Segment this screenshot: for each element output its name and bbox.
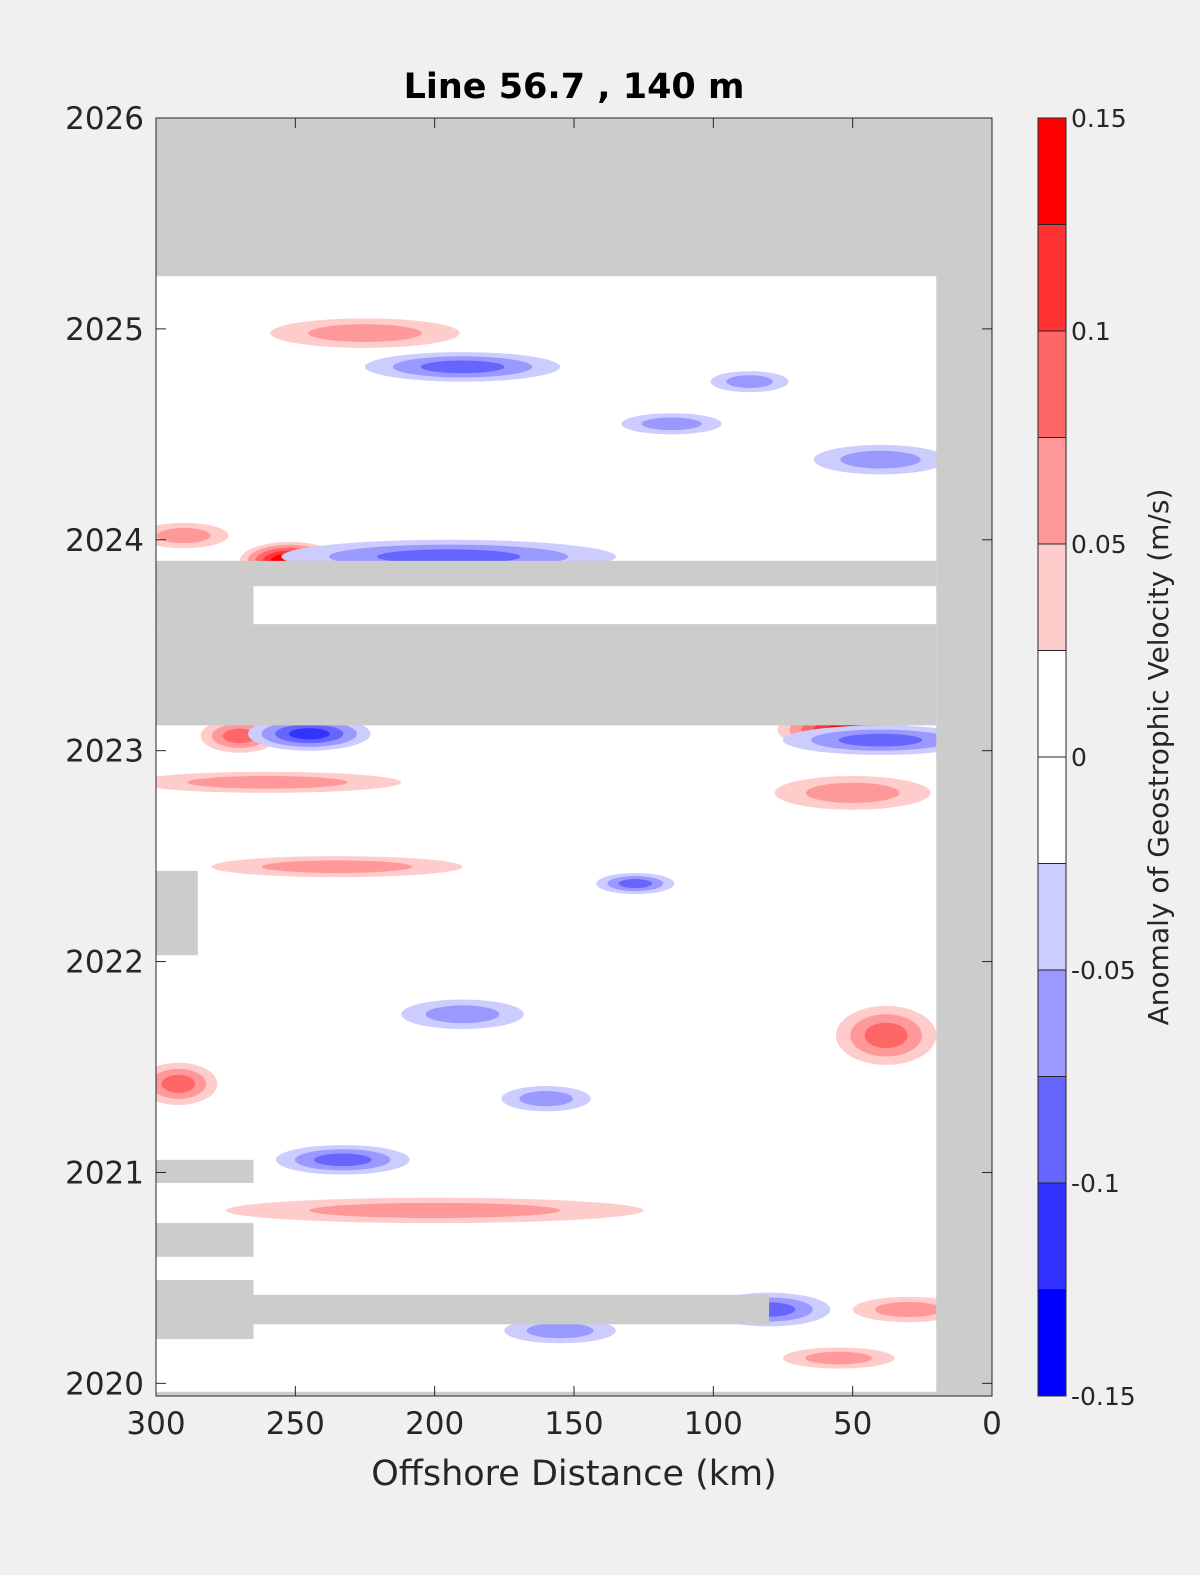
missing-data-mask: [156, 118, 992, 1396]
positive-anomaly-contour: [864, 1022, 908, 1049]
positive-anomaly-contour: [308, 324, 422, 342]
negative-anomaly-contour: [420, 360, 505, 374]
missing-data-region: [156, 1391, 937, 1396]
colorbar-segment: [1038, 970, 1066, 1077]
colorbar-segment: [1038, 1183, 1066, 1290]
x-tick-label: 0: [982, 1406, 1002, 1442]
positive-anomaly-contour: [261, 860, 413, 873]
colorbar-tick-label: -0.1: [1071, 1169, 1120, 1198]
colorbar-segment: [1038, 437, 1066, 544]
negative-anomaly-contour: [376, 549, 521, 564]
colorbar-segment: [1038, 118, 1066, 225]
y-tick-label: 2026: [65, 101, 144, 137]
colorbar-segment: [1038, 1076, 1066, 1183]
negative-anomaly-contour: [641, 417, 702, 431]
positive-anomaly-contour: [309, 1202, 561, 1219]
negative-anomaly-contour: [314, 1153, 372, 1167]
negative-anomaly-contour: [838, 733, 923, 747]
colorbar-tick-label: 0: [1071, 743, 1087, 772]
y-axis: 2020 2021 2022 2023 2024 2025 2026: [65, 101, 992, 1402]
positive-anomaly-contour: [187, 775, 348, 789]
colorbar-segment: [1038, 1289, 1066, 1396]
colorbar-tick-label: 0.1: [1071, 317, 1111, 346]
x-tick-label: 100: [684, 1406, 743, 1442]
negative-anomaly-contour: [618, 879, 653, 889]
missing-data-region: [156, 1159, 254, 1183]
colorbar-tick-label: -0.15: [1071, 1382, 1136, 1411]
colorbar-tick-label: 0.15: [1071, 104, 1127, 133]
negative-anomaly-contour: [288, 728, 330, 740]
x-tick-label: 300: [126, 1406, 185, 1442]
colorbar-frame: [1037, 117, 1067, 1397]
missing-data-region: [156, 870, 198, 956]
x-tick-label: 250: [266, 1406, 325, 1442]
colorbar-segment: [1038, 863, 1066, 970]
positive-anomaly-contour: [222, 728, 257, 744]
x-axis: 300 250 200 150 100 50 0: [126, 118, 1002, 1442]
colorbar-segment: [1038, 331, 1066, 438]
y-tick-label: 2022: [65, 945, 144, 981]
colorbar-segment: [1038, 650, 1066, 757]
negative-anomaly-contour: [425, 1005, 500, 1024]
y-tick-label: 2021: [65, 1155, 144, 1191]
positive-anomaly-contour: [805, 782, 900, 803]
y-tick-label: 2024: [65, 523, 144, 559]
colorbar-tick-label: -0.05: [1071, 956, 1136, 985]
y-tick-label: 2020: [65, 1366, 144, 1402]
missing-data-region: [156, 1280, 254, 1340]
positive-anomaly-contour: [161, 1074, 196, 1093]
positive-anomaly-contour: [874, 1301, 942, 1318]
colorbar: -0.15 -0.1 -0.05 0 0.05 0.1 0.15: [1037, 104, 1136, 1411]
colorbar-segment: [1038, 224, 1066, 331]
missing-data-region: [156, 118, 992, 277]
missing-data-region: [253, 1294, 770, 1325]
missing-data-region: [156, 624, 937, 726]
colorbar-tick-label: 0.05: [1071, 530, 1127, 559]
missing-data-region: [156, 586, 254, 625]
plot-area: [155, 117, 993, 1397]
y-tick-label: 2023: [65, 734, 144, 770]
positive-anomaly-contour: [157, 527, 211, 544]
negative-anomaly-contour: [526, 1323, 594, 1339]
missing-data-region: [156, 1223, 254, 1257]
negative-anomaly-contour: [519, 1091, 573, 1107]
colorbar-segment: [1038, 544, 1066, 651]
x-tick-label: 50: [833, 1406, 872, 1442]
colorbar-label: Anomaly of Geostrophic Velocity (m/s): [1142, 489, 1175, 1026]
negative-anomaly-contour: [840, 450, 921, 469]
positive-anomaly-contour: [805, 1351, 873, 1365]
x-tick-label: 200: [405, 1406, 464, 1442]
x-axis-label: Offshore Distance (km): [371, 1454, 777, 1494]
chart-title: Line 56.7 , 140 m: [404, 67, 745, 107]
missing-data-region: [936, 118, 992, 1396]
y-tick-label: 2025: [65, 312, 144, 348]
missing-data-region: [156, 560, 937, 587]
negative-anomaly-contour: [726, 375, 773, 388]
colorbar-segment: [1038, 757, 1066, 864]
x-tick-label: 150: [544, 1406, 603, 1442]
